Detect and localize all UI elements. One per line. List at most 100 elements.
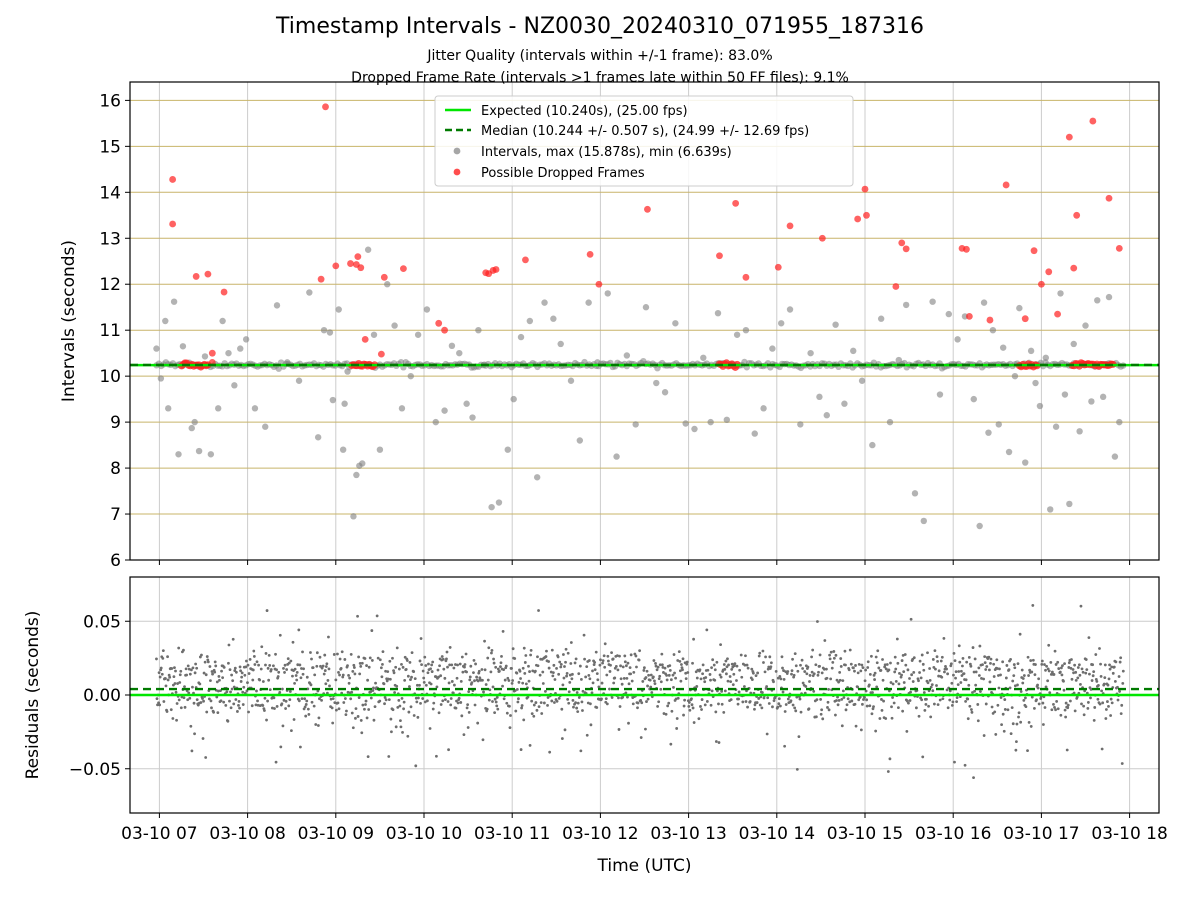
residual-point bbox=[518, 669, 522, 673]
residual-point bbox=[778, 675, 782, 678]
residual-point bbox=[973, 657, 977, 661]
residual-point bbox=[674, 676, 678, 680]
residual-point bbox=[188, 696, 192, 700]
residual-point bbox=[865, 698, 869, 702]
residual-point bbox=[455, 676, 459, 680]
residual-point bbox=[221, 676, 225, 680]
intervals-points bbox=[153, 246, 1127, 530]
residual-point bbox=[277, 670, 281, 674]
residual-point bbox=[735, 679, 738, 682]
residual-point bbox=[624, 664, 628, 668]
residual-point bbox=[267, 654, 271, 657]
residual-point bbox=[432, 701, 436, 705]
residual-point bbox=[489, 670, 493, 674]
residual-point bbox=[261, 704, 265, 707]
residual-point bbox=[671, 673, 675, 677]
residual-point bbox=[925, 697, 928, 701]
residual-point bbox=[801, 667, 805, 670]
residual-point bbox=[825, 667, 828, 671]
residual-point bbox=[266, 666, 270, 670]
residual-point bbox=[959, 681, 963, 684]
residual-point bbox=[760, 706, 764, 710]
residual-point bbox=[172, 675, 176, 679]
dropped-frame-point bbox=[818, 234, 826, 242]
residual-point bbox=[688, 708, 692, 712]
residual-point bbox=[522, 646, 526, 650]
residual-point bbox=[445, 650, 449, 654]
residual-point bbox=[533, 669, 537, 673]
residual-point bbox=[363, 657, 367, 660]
residual-point bbox=[926, 651, 929, 655]
residual-point bbox=[270, 706, 274, 710]
residual-point bbox=[350, 711, 354, 715]
residual-point bbox=[899, 675, 903, 679]
time-x-tick-label: 03-10 18 bbox=[1091, 824, 1167, 844]
dropped-frame-point bbox=[644, 205, 651, 213]
residual-point bbox=[599, 658, 602, 662]
residual-point bbox=[297, 628, 301, 632]
residual-point bbox=[469, 664, 473, 668]
residual-point bbox=[623, 660, 627, 664]
residual-point bbox=[877, 666, 881, 670]
residual-point bbox=[821, 717, 825, 721]
interval-point bbox=[911, 490, 919, 497]
residual-point bbox=[483, 639, 486, 643]
residual-point bbox=[957, 644, 961, 648]
residual-point bbox=[829, 650, 833, 654]
residual-point bbox=[970, 710, 974, 714]
residual-point bbox=[1047, 643, 1051, 647]
residual-point bbox=[492, 657, 495, 661]
time-x-tick-label: 03-10 17 bbox=[1003, 824, 1079, 844]
residual-point bbox=[655, 668, 659, 672]
residual-point bbox=[379, 666, 383, 670]
residual-point bbox=[276, 675, 280, 678]
residual-point bbox=[712, 663, 716, 667]
residual-point bbox=[421, 697, 425, 700]
interval-point bbox=[504, 446, 511, 453]
residual-point bbox=[551, 671, 555, 675]
intervals-y-tick-label: 13 bbox=[99, 229, 121, 249]
residual-point bbox=[1050, 670, 1054, 674]
residual-point bbox=[356, 614, 359, 618]
residual-point bbox=[903, 653, 907, 656]
residual-point bbox=[258, 678, 262, 682]
residual-point bbox=[1073, 709, 1077, 713]
residual-point bbox=[935, 684, 938, 687]
residual-point bbox=[366, 755, 370, 758]
residual-point bbox=[569, 641, 573, 644]
residual-point bbox=[629, 653, 633, 657]
residual-point bbox=[959, 669, 963, 673]
residual-point bbox=[354, 707, 358, 711]
residual-point bbox=[939, 659, 943, 663]
residual-point bbox=[476, 721, 480, 725]
residual-point bbox=[470, 681, 474, 685]
interval-point bbox=[970, 395, 977, 403]
residual-point bbox=[1064, 701, 1068, 705]
residual-point bbox=[238, 706, 241, 710]
residual-point bbox=[484, 683, 488, 686]
residual-point bbox=[640, 701, 644, 705]
residual-point bbox=[472, 658, 476, 662]
residual-point bbox=[465, 706, 469, 710]
residual-point bbox=[195, 666, 199, 670]
residual-point bbox=[816, 620, 819, 623]
residual-point bbox=[772, 699, 776, 703]
residual-point bbox=[1121, 681, 1125, 685]
residual-point bbox=[705, 700, 709, 703]
residual-point bbox=[1062, 679, 1065, 683]
residual-point bbox=[211, 672, 214, 676]
residual-point bbox=[782, 669, 785, 672]
residual-point bbox=[345, 709, 348, 713]
residual-point bbox=[359, 664, 363, 668]
dropped-frame-point bbox=[898, 239, 906, 247]
residual-point bbox=[505, 701, 509, 705]
residual-point bbox=[629, 672, 633, 676]
residual-point bbox=[750, 667, 754, 671]
residual-point bbox=[495, 695, 499, 699]
residual-point bbox=[520, 704, 524, 707]
residual-point bbox=[564, 660, 567, 664]
residual-point bbox=[456, 701, 460, 705]
residual-point bbox=[302, 667, 305, 671]
residual-point bbox=[692, 721, 696, 724]
residual-point bbox=[162, 700, 166, 703]
